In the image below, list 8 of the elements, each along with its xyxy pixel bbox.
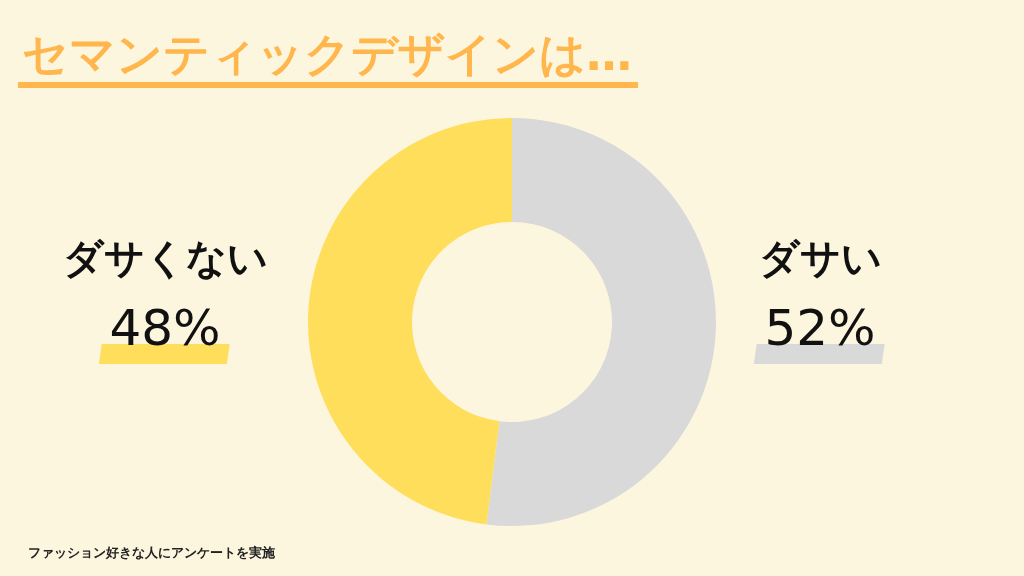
donut-slice <box>308 118 512 525</box>
data-label: 52% <box>764 299 876 357</box>
slice-label: ダサい <box>758 235 882 281</box>
slice-label: ダサくない <box>62 235 268 281</box>
donut-slice <box>486 118 716 526</box>
data-label: 48% <box>109 299 221 357</box>
text: ファッション好きな人にアンケートを実施 <box>28 545 276 560</box>
chart-title: セマンティックデザインは… <box>22 27 632 81</box>
